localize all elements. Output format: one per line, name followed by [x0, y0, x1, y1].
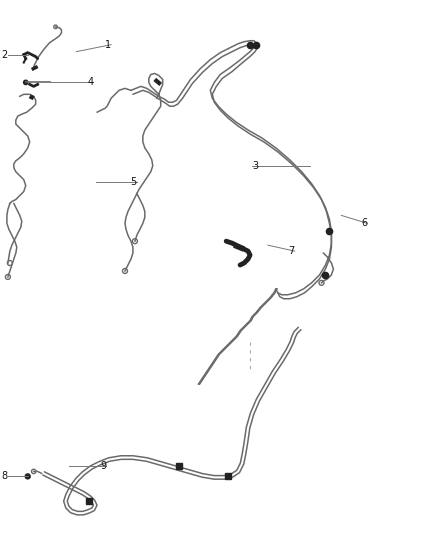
Circle shape: [24, 80, 28, 85]
Circle shape: [25, 474, 30, 479]
Text: 6: 6: [361, 219, 367, 228]
Text: 3: 3: [252, 161, 258, 171]
Text: 1: 1: [105, 39, 111, 50]
Text: 7: 7: [289, 246, 295, 256]
Text: 2: 2: [2, 50, 8, 60]
Text: 8: 8: [2, 471, 8, 481]
Text: 5: 5: [131, 176, 137, 187]
Text: 4: 4: [87, 77, 93, 87]
Text: 9: 9: [100, 462, 106, 472]
